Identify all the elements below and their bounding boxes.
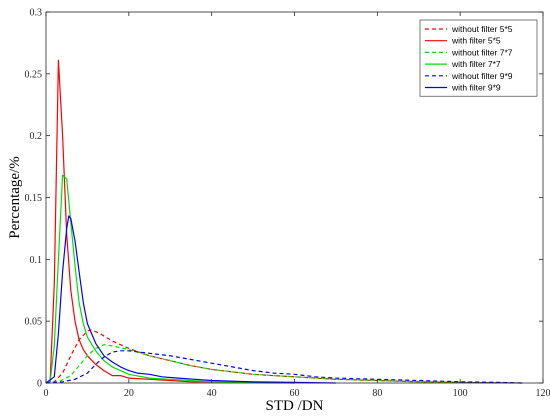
x-axis-label: STD /DN: [266, 398, 324, 414]
series-line-3: [45, 174, 295, 384]
y-tick-label: 0: [37, 379, 42, 390]
axes: 0 20 40 60 80 100 120 0 0.05 0.1 0.15 0.2 0.25 0.3: [25, 8, 550, 400]
series-line-1: [45, 59, 295, 384]
legend-label-0: without filter 5*5: [451, 24, 513, 34]
y-tick-label: 0.25: [25, 69, 43, 80]
x-tick-label: 80: [372, 388, 382, 399]
series-line-0: [45, 329, 523, 384]
x-tick-label: 100: [453, 388, 468, 399]
legend-label-4: without filter 9*9: [451, 71, 513, 81]
legend-box: [419, 19, 538, 97]
x-tick-label: 20: [124, 388, 134, 399]
plot-area: [45, 59, 523, 384]
x-tick-label: 40: [207, 388, 217, 399]
y-tick-label: 0.15: [25, 193, 43, 204]
series-line-5: [45, 215, 336, 384]
legend-label-1: with filter 5*5: [451, 36, 501, 46]
legend-label-3: with filter 7*7: [451, 59, 501, 69]
y-tick-label: 0.05: [25, 317, 43, 328]
y-tick-label: 0.2: [30, 131, 43, 142]
x-tick-label: 0: [44, 388, 49, 399]
x-tick-label: 120: [536, 388, 550, 399]
y-tick-label: 0.3: [30, 8, 43, 19]
y-tick-label: 0.1: [30, 255, 43, 266]
legend-label-2: without filter 7*7: [451, 47, 513, 57]
series-line-2: [45, 344, 523, 384]
y-axis-label: Percentage/%: [7, 156, 23, 238]
x-tick-label: 60: [290, 388, 300, 399]
legend-label-5: with filter 9*9: [451, 83, 501, 93]
